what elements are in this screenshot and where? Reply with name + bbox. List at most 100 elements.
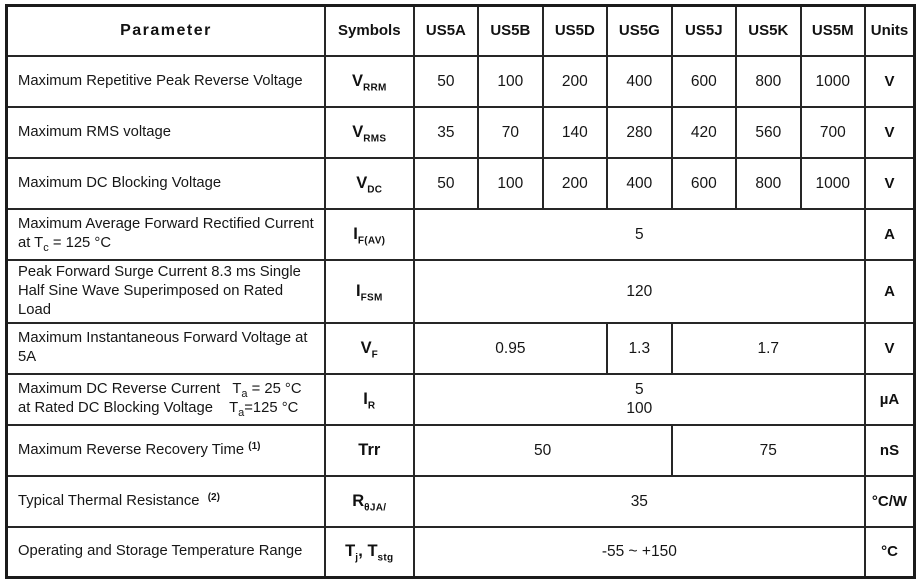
value-cell: 200 <box>541 156 609 210</box>
value-cell: 800 <box>735 156 802 210</box>
value-cell: 1.3 <box>606 321 673 375</box>
parameter-cell: Maximum Instantaneous Forward Voltage at… <box>5 321 326 375</box>
table-row: Maximum DC Blocking Voltage VDC 50 100 200 40… <box>5 156 916 210</box>
text-segment: at Rated DC Blocking Voltage T <box>18 400 239 416</box>
value-cell: 50 <box>412 423 673 477</box>
subscript-text: c <box>43 241 49 254</box>
parameter-line: Maximum Reverse Recovery Time (1) <box>18 441 320 460</box>
value-cell: 5 <box>412 207 867 261</box>
value-cell: 75 <box>670 423 867 477</box>
subscript-text: RRM <box>362 81 387 93</box>
note-superscript: (2) <box>207 491 220 503</box>
value-cell: 1000 <box>799 54 867 108</box>
subscript-text: F <box>371 348 378 360</box>
value-cell: 400 <box>606 156 673 210</box>
text-segment: =125 °C <box>244 400 299 416</box>
text-segment: Maximum DC Blocking Voltage <box>18 174 222 191</box>
symbol-cell: Trr <box>323 423 415 477</box>
value-cell: 140 <box>541 105 609 159</box>
parameter-cell: Maximum RMS voltage <box>5 105 326 159</box>
subscript-text: RMS <box>363 132 387 144</box>
unit-cell: nS <box>864 423 916 477</box>
text-segment: , T <box>358 542 378 561</box>
value-cell: 0.95 <box>412 321 609 375</box>
parameter-line: at Rated DC Blocking Voltage Ta=125 °C <box>18 399 320 418</box>
value-cell: 5 100 <box>412 372 867 426</box>
text-segment: Operating and Storage Temperature Range <box>18 543 303 560</box>
unit-cell: V <box>864 105 916 159</box>
symbol-cell: RθJA/ <box>323 474 415 528</box>
text-segment: Maximum Repetitive Peak Reverse Voltage <box>18 72 303 89</box>
value-cell: 35 <box>412 474 867 528</box>
table-row: Maximum DC Reverse Current Ta = 25 °C at … <box>5 372 916 426</box>
symbol-cell: IR <box>323 372 415 426</box>
col-header-units: Units <box>864 4 916 57</box>
text-segment: = 125 °C <box>48 235 111 251</box>
value-cell: 35 <box>412 105 480 159</box>
parameter-line: Typical Thermal Resistance (2) <box>18 492 320 511</box>
subscript-text: R <box>367 399 376 411</box>
note-superscript: (1) <box>248 440 261 452</box>
subscript-text: F(AV) <box>357 234 386 246</box>
text-segment: T <box>345 542 356 561</box>
parameter-line: Maximum DC Reverse Current Ta = 25 °C <box>18 380 320 399</box>
table-row: Maximum Average Forward Rectified Curren… <box>5 207 916 261</box>
value-cell: 1.7 <box>670 321 867 375</box>
symbol-cell: VRMS <box>323 105 415 159</box>
value-cell: 420 <box>670 105 738 159</box>
text-segment: V <box>351 71 363 90</box>
table-row: Typical Thermal Resistance (2) RθJA/35 °C/… <box>5 474 916 528</box>
table-row: Maximum RMS voltage VRMS 35 70 140 280 420 560 7… <box>5 105 916 159</box>
value-cell: 100 <box>477 54 544 108</box>
text-segment: Maximum RMS voltage <box>18 123 171 140</box>
col-header-us5b: US5B <box>477 4 544 57</box>
text-segment: at T <box>18 235 44 251</box>
text-segment: Trr <box>358 440 381 459</box>
table-row: Peak Forward Surge Current 8.3 ms Single… <box>5 258 916 324</box>
parameter-cell: Peak Forward Surge Current 8.3 ms Single… <box>5 258 326 324</box>
value-cell: 280 <box>606 105 673 159</box>
text-segment: I <box>363 389 368 408</box>
parameter-line: Half Sine Wave Superimposed on Rated Loa… <box>18 282 320 320</box>
text-segment: = 25 °C <box>247 381 302 397</box>
parameter-line: Maximum Repetitive Peak Reverse Voltage <box>18 72 320 91</box>
value-cell: 50 <box>412 156 480 210</box>
unit-cell: V <box>864 156 916 210</box>
parameter-line: at Tc = 125 °C <box>18 234 320 253</box>
parameter-line: Peak Forward Surge Current 8.3 ms Single <box>18 263 320 282</box>
value-cell: 600 <box>670 54 738 108</box>
subscript-text: j <box>355 552 359 564</box>
col-header-us5k: US5K <box>735 4 802 57</box>
unit-cell: °C/W <box>864 474 916 528</box>
value-cell: 800 <box>735 54 802 108</box>
value-cell: 600 <box>670 156 738 210</box>
text-segment: Maximum Average Forward Rectified Curren… <box>18 216 314 232</box>
unit-cell: µA <box>864 372 916 426</box>
symbol-cell: IFSM <box>323 258 415 324</box>
table-row: Maximum Reverse Recovery Time (1) Trr 50 75… <box>5 423 916 477</box>
unit-cell: V <box>864 321 916 375</box>
value-cell: 400 <box>606 54 673 108</box>
symbol-cell: VDC <box>323 156 415 210</box>
parameter-cell: Typical Thermal Resistance (2) <box>5 474 326 528</box>
text-segment: I <box>355 281 361 300</box>
table-row: Maximum Repetitive Peak Reverse Voltage V… <box>5 54 916 108</box>
table-header: Parameter Symbols US5A US5B US5D US5G US5J US5K… <box>5 4 916 57</box>
text-segment: V <box>352 122 364 141</box>
unit-cell: A <box>864 258 916 324</box>
table-body: Maximum Repetitive Peak Reverse Voltage V… <box>5 54 916 579</box>
unit-cell: A <box>864 207 916 261</box>
text-segment: Maximum Reverse Recovery Time <box>18 441 249 458</box>
parameter-cell: Maximum Average Forward Rectified Curren… <box>5 207 326 261</box>
subscript-text: FSM <box>360 291 383 303</box>
value-cell: 700 <box>799 105 867 159</box>
subscript-text: stg <box>377 552 394 564</box>
parameter-line: Maximum DC Blocking Voltage <box>18 174 320 193</box>
parameter-cell: Maximum DC Reverse Current Ta = 25 °C at … <box>5 372 326 426</box>
text-segment: I <box>353 224 358 243</box>
symbol-cell: VF <box>323 321 415 375</box>
col-header-parameter: Parameter <box>5 4 326 57</box>
subscript-text: DC <box>367 183 383 195</box>
subscript-text: a <box>238 406 245 419</box>
value-cell: 1000 <box>799 156 867 210</box>
